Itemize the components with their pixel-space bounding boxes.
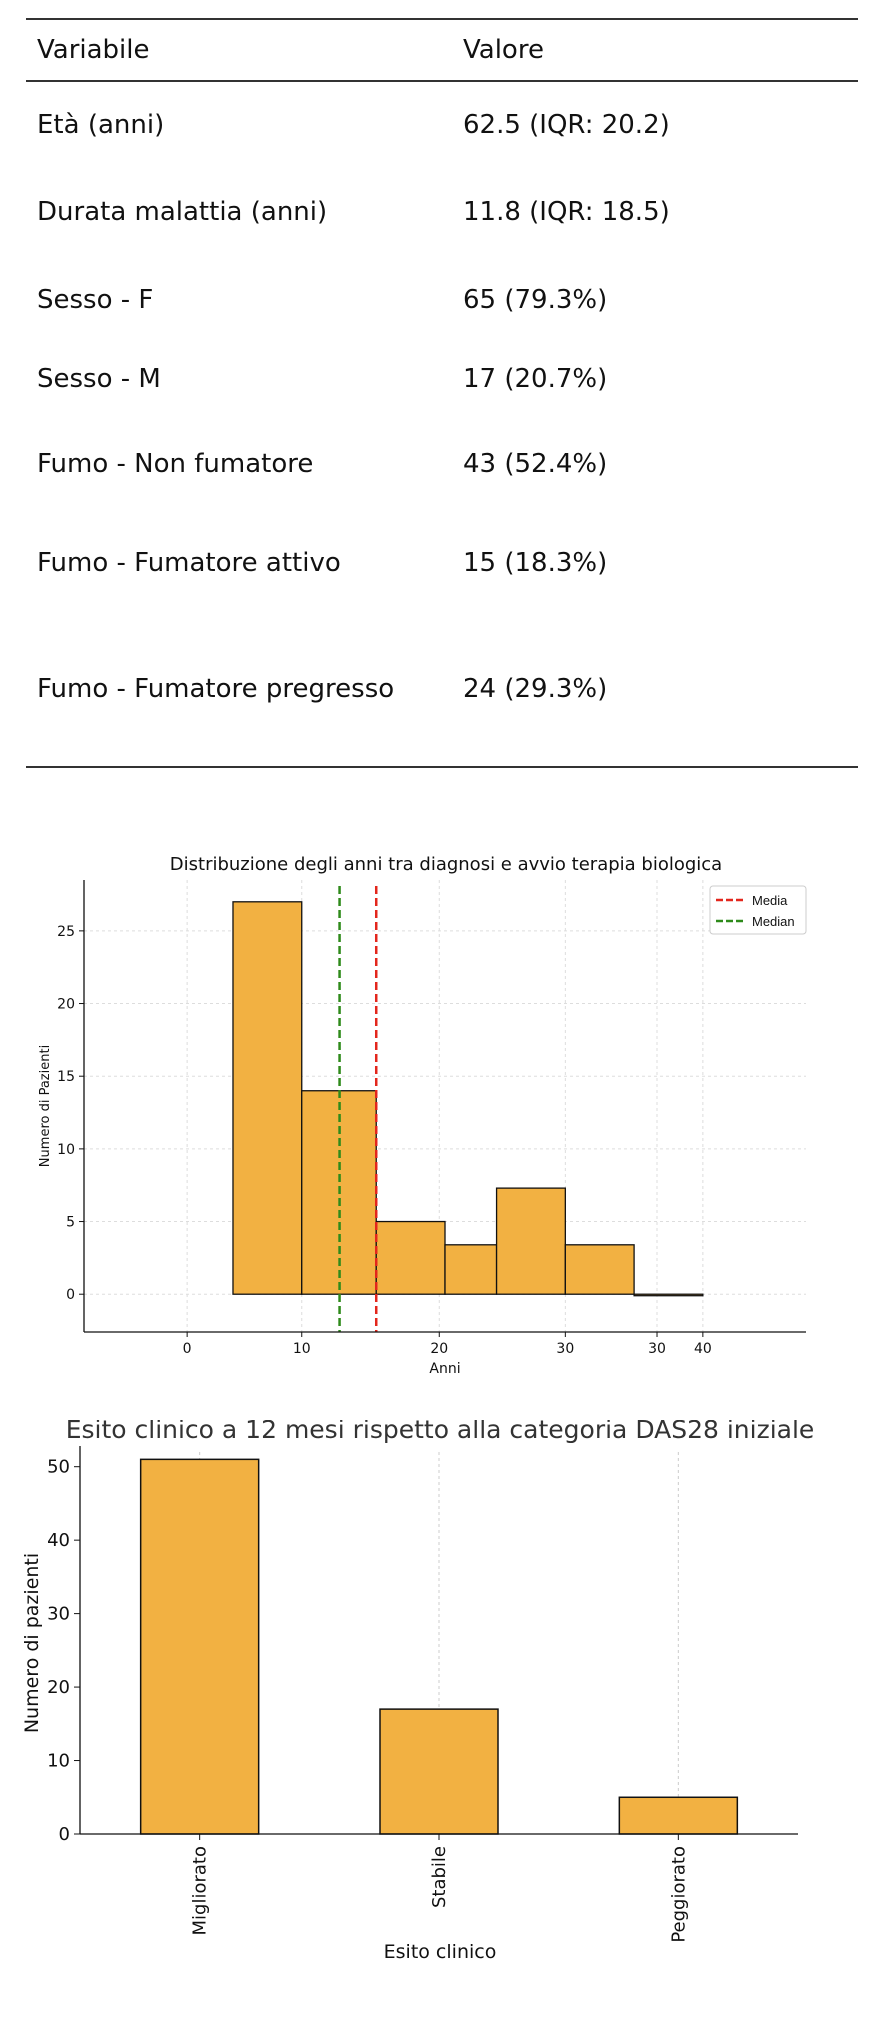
y-tick-label: 15 — [57, 1069, 75, 1085]
cell-value: 15 (18.3%) — [463, 548, 608, 578]
table-header-row: Variabile Valore — [26, 18, 858, 82]
cell-value: 24 (29.3%) — [452, 612, 858, 768]
x-tick-label: Stabile — [429, 1846, 450, 1908]
y-tick-label: 5 — [66, 1215, 75, 1231]
histogram-bar — [232, 901, 303, 1295]
cell-value: 62.5 (IQR: 20.2) — [463, 109, 670, 140]
table-row: Fumo - Non fumatore 43 (52.4%) — [26, 414, 858, 514]
x-tick-label: 40 — [694, 1341, 712, 1357]
y-axis-label: Numero di Pazienti — [38, 1045, 53, 1167]
histogram-bar — [444, 1244, 498, 1295]
cell-variable: Sesso - M — [37, 363, 161, 394]
y-tick-label: 30 — [47, 1604, 70, 1625]
x-tick-label: 20 — [430, 1341, 448, 1357]
outcome-bar-chart: Migliorato Stabile Peggiorato 0 10 20 30 40 50 Es… — [21, 1420, 815, 1963]
table-row: Sesso - F 65 (79.3%) — [26, 256, 858, 343]
cell-variable: Età (anni) — [37, 109, 165, 140]
y-tick-label: 25 — [57, 924, 75, 940]
y-tick-label: 40 — [47, 1530, 70, 1551]
table-row: Età (anni) 62.5 (IQR: 20.2) — [26, 81, 858, 167]
x-axis-label: Anni — [429, 1361, 460, 1377]
y-tick-label: 20 — [57, 997, 75, 1013]
x-tick-label: 30 — [556, 1341, 574, 1357]
table-row: Sesso - M 17 (20.7%) — [26, 343, 858, 414]
cell-variable: Sesso - F — [37, 284, 154, 315]
bar — [139, 1458, 260, 1835]
x-tick-label: 10 — [293, 1341, 311, 1357]
x-tick-label: 0 — [183, 1341, 192, 1357]
y-tick-label: 0 — [66, 1287, 75, 1303]
y-tick-label: 10 — [47, 1751, 70, 1772]
column-header-value: Valore — [452, 18, 858, 82]
cell-variable: Fumo - Fumatore pregresso — [26, 612, 452, 768]
cell-variable: Durata malattia (anni) — [37, 196, 328, 227]
x-tick-label: Peggiorato — [668, 1846, 689, 1943]
histogram-bar — [633, 1293, 704, 1297]
table-row: Fumo - Fumatore attivo 15 (18.3%) — [26, 514, 858, 612]
bar — [379, 1708, 499, 1835]
chart-title: Distribuzione degli anni tra diagnosi e … — [170, 854, 722, 875]
x-tick-label: 30 — [648, 1341, 666, 1357]
legend-label: Median — [752, 914, 795, 929]
x-tick-label: Migliorato — [190, 1846, 211, 1935]
y-tick-label: 20 — [47, 1677, 70, 1698]
cell-value: 17 (20.7%) — [463, 363, 608, 394]
histogram-bar — [375, 1220, 446, 1295]
cell-value: 11.8 (IQR: 18.5) — [463, 196, 670, 227]
y-tick-label: 0 — [59, 1824, 70, 1845]
bar — [618, 1796, 739, 1835]
table-row: Durata malattia (anni) 11.8 (IQR: 18.5) — [26, 167, 858, 256]
histogram-chart: 0 5 10 15 20 25 0 10 20 30 30 40 Distribuzione degli… — [38, 854, 807, 1377]
cell-variable: Fumo - Fumatore attivo — [37, 548, 341, 578]
table-row: Fumo - Fumatore pregresso 24 (29.3%) — [26, 612, 858, 768]
cell-variable: Fumo - Non fumatore — [37, 449, 314, 479]
histogram-bar — [495, 1187, 566, 1295]
y-tick-label: 50 — [47, 1457, 70, 1478]
column-header-variable: Variabile — [26, 18, 452, 82]
cell-value: 43 (52.4%) — [463, 449, 608, 479]
legend-label: Media — [752, 893, 788, 908]
cell-value: 65 (79.3%) — [463, 284, 608, 315]
y-tick-label: 10 — [57, 1142, 75, 1158]
chart-title: Esito clinico a 12 mesi rispetto alla ca… — [66, 1420, 815, 1444]
x-axis-label: Esito clinico — [384, 1941, 497, 1963]
legend-box — [709, 885, 807, 935]
summary-table: Variabile Valore Età (anni) 62.5 (IQR: 2… — [26, 18, 858, 768]
y-axis-label: Numero di pazienti — [21, 1553, 43, 1733]
histogram-bar — [564, 1244, 635, 1295]
